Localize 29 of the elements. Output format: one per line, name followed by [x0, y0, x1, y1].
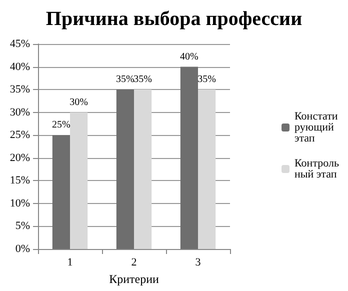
x-axis-title: Критерии — [109, 272, 160, 286]
y-tick-label: 5% — [15, 220, 30, 232]
data-label: 35% — [134, 74, 152, 86]
x-tick-label: 1 — [67, 256, 73, 268]
legend-label: Констатирующий этап — [294, 110, 338, 144]
y-tick-label: 20% — [10, 152, 30, 164]
bar — [116, 90, 134, 249]
y-tick-label: 40% — [10, 60, 30, 73]
x-tick-label: 2 — [131, 256, 137, 268]
data-label: 25% — [52, 120, 70, 131]
data-label: 35% — [198, 74, 216, 86]
y-tick-label: 30% — [10, 106, 30, 118]
x-tick-label: 3 — [195, 256, 202, 268]
y-tick-label: 10% — [10, 197, 30, 210]
y-tick-label: 45% — [10, 38, 30, 50]
chart-title: Причина выбора профессии — [46, 8, 302, 30]
y-tick-label: 25% — [10, 129, 30, 142]
legend-label: Контрольный этап — [294, 158, 340, 180]
y-tick-label: 35% — [10, 84, 30, 96]
data-label: 40% — [180, 51, 198, 62]
bar — [198, 90, 216, 249]
bar — [180, 66, 198, 249]
y-tick-label: 0% — [15, 243, 30, 255]
data-label: 35% — [116, 74, 134, 86]
data-label: 30% — [70, 96, 88, 108]
bar — [70, 112, 88, 249]
bar — [134, 90, 152, 249]
bar — [52, 135, 70, 249]
y-tick-label: 15% — [10, 174, 30, 187]
